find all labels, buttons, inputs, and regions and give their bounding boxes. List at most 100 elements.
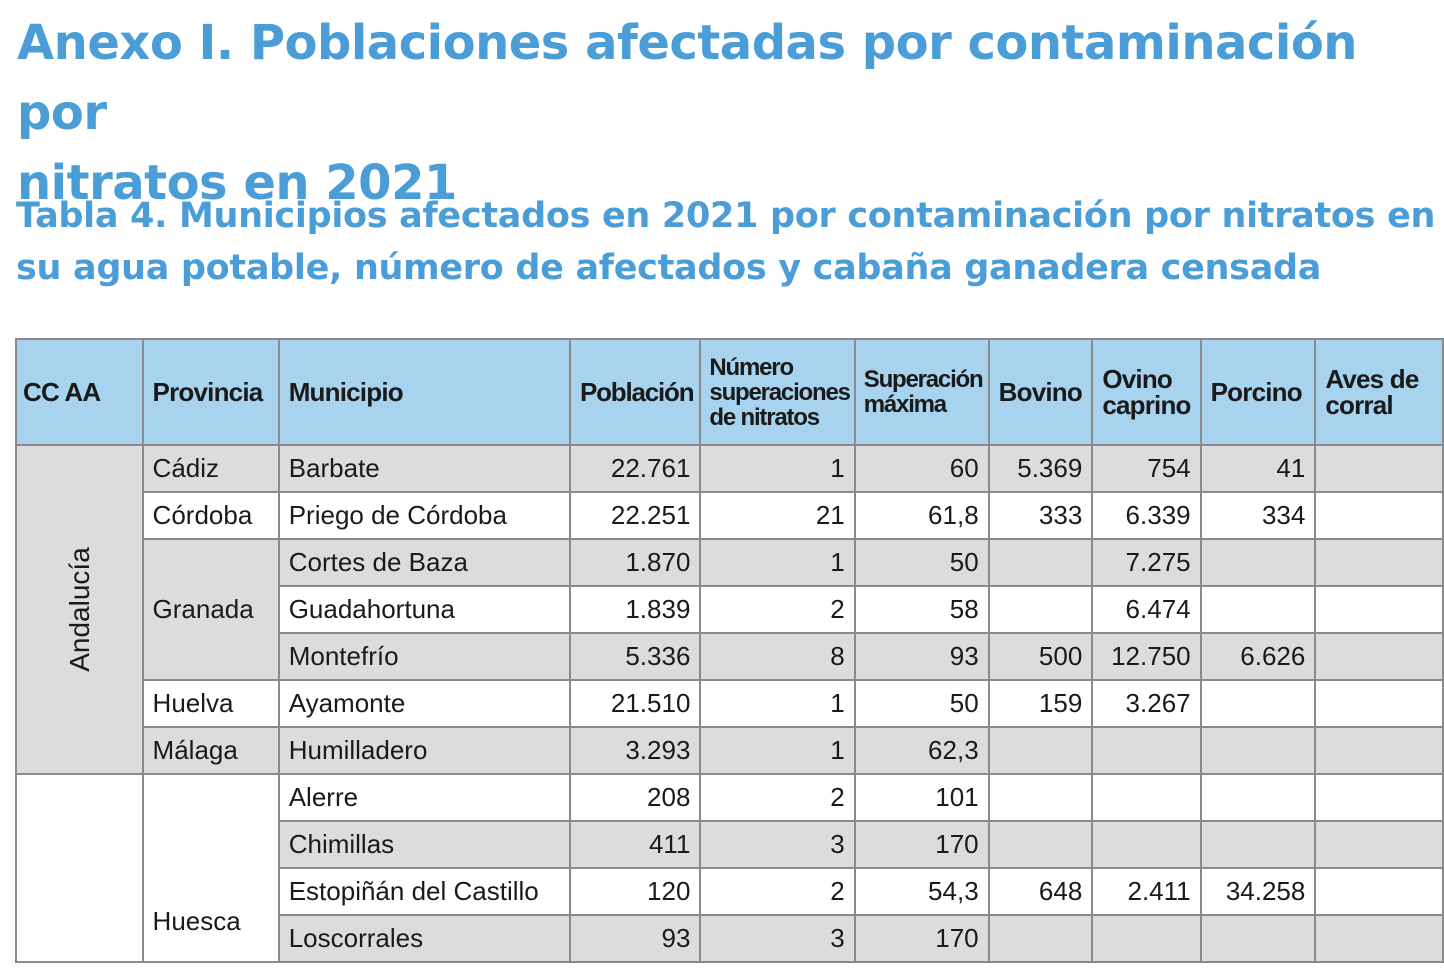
table-row: Granada Cortes de Baza 1.870 1 50 7.275 [16, 538, 1444, 681]
aves-cell [1314, 914, 1444, 963]
poblacion-cell: 93 [568, 914, 702, 963]
porcino-cell [1199, 914, 1317, 963]
municipio-cell: Barbate [277, 444, 571, 493]
aves-cell [1314, 867, 1444, 916]
superaciones-cell: 8 [699, 632, 856, 681]
ovino-cell: 754 [1091, 444, 1202, 493]
ovino-cell: 6.474 [1091, 585, 1202, 634]
municipio-cell: Guadahortuna [277, 585, 571, 634]
porcino-cell: 6.626 [1199, 632, 1317, 681]
table-row: Chimillas 411 3 170 [16, 820, 1444, 869]
max-cell: 101 [853, 773, 990, 822]
superaciones-cell: 2 [699, 585, 856, 634]
bovino-cell [987, 538, 1094, 587]
porcino-cell: 41 [1199, 444, 1317, 493]
table-row: Málaga Humilladero 3.293 1 62,3 [16, 726, 1444, 775]
bovino-cell: 500 [987, 632, 1094, 681]
table-row: Huesca Alerre 208 2 101 [15, 773, 1444, 963]
superaciones-cell: 1 [699, 444, 856, 493]
aves-cell [1314, 679, 1444, 728]
aves-cell [1314, 773, 1444, 822]
poblacion-cell: 411 [568, 820, 702, 869]
col-header-municipio: Municipio [277, 338, 571, 446]
ovino-cell: 12.750 [1091, 632, 1202, 681]
poblacion-cell: 3.293 [568, 726, 702, 775]
aves-cell [1314, 820, 1444, 869]
municipio-cell: Chimillas [277, 820, 571, 869]
page-heading: Anexo I. Poblaciones afectadas por conta… [17, 8, 1437, 218]
max-cell: 54,3 [853, 867, 990, 916]
table-title: Tabla 4. Municipios afectados en 2021 po… [16, 190, 1436, 294]
ovino-cell [1091, 914, 1202, 963]
bovino-cell: 159 [987, 679, 1094, 728]
poblacion-cell: 5.336 [568, 632, 702, 681]
region-cell-aragon [15, 773, 144, 963]
poblacion-cell: 208 [568, 773, 702, 822]
bovino-cell: 5.369 [987, 444, 1094, 493]
aves-cell [1314, 444, 1444, 493]
bovino-cell: 648 [987, 867, 1094, 916]
table-row: Estopiñán del Castillo 120 2 54,3 648 2.… [16, 867, 1444, 916]
porcino-cell [1199, 820, 1317, 869]
aves-cell [1314, 491, 1444, 540]
bovino-cell [987, 585, 1094, 634]
region-label-andalucia: Andalucía [63, 546, 95, 672]
poblacion-cell: 22.251 [568, 491, 702, 540]
region-cell-andalucia: Andalucía [15, 444, 144, 775]
ovino-cell: 2.411 [1091, 867, 1202, 916]
header-row: CC AA Provincia Municipio Población Núme… [15, 338, 1444, 446]
max-cell: 170 [853, 820, 990, 869]
superaciones-cell: 1 [699, 726, 856, 775]
porcino-cell [1199, 538, 1317, 587]
porcino-cell: 334 [1199, 491, 1317, 540]
max-cell: 50 [853, 538, 990, 587]
table-title-line1: Tabla 4. Municipios afectados en 2021 po… [16, 196, 1436, 236]
col-header-ovino: Ovino caprino [1091, 338, 1202, 446]
max-cell: 62,3 [853, 726, 990, 775]
aves-cell [1314, 632, 1444, 681]
province-cell-huelva: Huelva [141, 679, 280, 728]
municipio-cell: Cortes de Baza [277, 538, 571, 587]
ovino-cell [1091, 820, 1202, 869]
province-cell-cordoba: Córdoba [141, 491, 280, 540]
aves-cell [1314, 726, 1444, 775]
col-header-ccaa: CC AA [15, 338, 144, 446]
table-row: Huelva Ayamonte 21.510 1 50 159 3.267 [16, 679, 1444, 728]
max-cell: 50 [853, 679, 990, 728]
province-cell-malaga: Málaga [141, 726, 280, 775]
porcino-cell: 34.258 [1199, 867, 1317, 916]
max-cell: 61,8 [853, 491, 990, 540]
municipio-cell: Estopiñán del Castillo [277, 867, 571, 916]
ovino-cell: 7.275 [1091, 538, 1202, 587]
page-heading-line1: Anexo I. Poblaciones afectadas por conta… [17, 15, 1357, 141]
bovino-cell [987, 914, 1094, 963]
nitrates-table: CC AA Provincia Municipio Población Núme… [15, 338, 1444, 963]
bovino-cell: 333 [987, 491, 1094, 540]
col-header-porcino: Porcino [1199, 338, 1317, 446]
superaciones-cell: 2 [699, 867, 856, 916]
ovino-cell [1091, 773, 1202, 822]
province-cell-cadiz: Cádiz [141, 444, 280, 493]
municipio-cell: Priego de Córdoba [277, 491, 571, 540]
page-heading-line2: nitratos en 2021 [17, 155, 457, 211]
superaciones-cell: 3 [699, 820, 856, 869]
porcino-cell [1199, 679, 1317, 728]
table-row: Loscorrales 93 3 170 [16, 914, 1444, 963]
ovino-cell [1091, 726, 1202, 775]
bovino-cell [987, 820, 1094, 869]
col-header-provincia: Provincia [141, 338, 280, 446]
col-header-superaciones: Número superaciones de nitratos [699, 338, 856, 446]
aves-cell [1314, 538, 1444, 587]
poblacion-cell: 1.839 [568, 585, 702, 634]
province-cell-granada: Granada [141, 538, 280, 681]
table-row: Andalucía Cádiz Barbate 22.761 1 60 5.36… [15, 444, 1444, 775]
municipio-cell: Alerre [277, 773, 571, 822]
province-cell-huesca: Huesca [141, 773, 280, 963]
col-header-aves: Aves de corral [1314, 338, 1444, 446]
bovino-cell [987, 726, 1094, 775]
municipio-cell: Ayamonte [277, 679, 571, 728]
table-row: Córdoba Priego de Córdoba 22.251 21 61,8… [16, 491, 1444, 540]
bovino-cell [987, 773, 1094, 822]
poblacion-cell: 1.870 [568, 538, 702, 587]
poblacion-cell: 21.510 [568, 679, 702, 728]
